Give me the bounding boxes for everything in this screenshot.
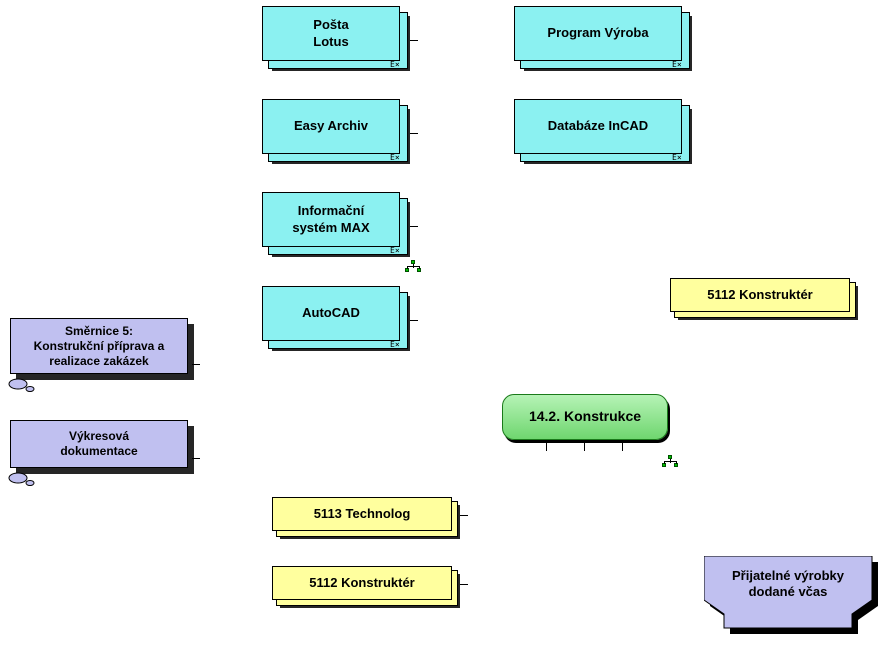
app-label: AutoCAD [262,286,400,341]
text: Výkresovádokumentace [60,429,137,459]
banner-prijatelne: Přijatelné výrobkydodané včas [704,556,880,634]
cluster-icon [405,260,423,274]
app-databaze-incad: Databáze InCAD E× [514,99,694,166]
ex-mark: E× [390,60,400,69]
doc-smernice5: Směrnice 5:Konstrukční příprava arealiza… [10,318,200,388]
text: PoštaLotus [313,17,348,50]
text: Program Výroba [547,25,648,41]
role-technolog: 5113 Technolog [272,497,464,543]
text: 5112 Konstruktér [309,575,415,591]
app-autocad: AutoCAD E× [262,286,412,353]
app-label: PoštaLotus [262,6,400,61]
text: AutoCAD [302,305,360,321]
doc-label: Výkresovádokumentace [10,420,188,468]
ex-mark: E× [672,60,682,69]
app-program-vyroba: Program Výroba E× [514,6,694,73]
text: Informačnísystém MAX [292,203,369,236]
app-label: Informačnísystém MAX [262,192,400,247]
ex-mark: E× [390,153,400,162]
banner-label: Přijatelné výrobkydodané včas [704,556,872,612]
app-posta-lotus: PoštaLotus E× [262,6,412,73]
ex-mark: E× [672,153,682,162]
role-konstrukter-right: 5112 Konstruktér [670,278,862,324]
role-konstrukter-bottom: 5112 Konstruktér [272,566,464,612]
app-label: Easy Archiv [262,99,400,154]
text: Přijatelné výrobkydodané včas [732,568,844,601]
text: 5112 Konstruktér [707,287,813,303]
text: Databáze InCAD [548,118,648,134]
process-label: 14.2. Konstrukce [529,408,641,426]
app-label: Databáze InCAD [514,99,682,154]
app-info-max: Informačnísystém MAX E× [262,192,412,259]
doc-label: Směrnice 5:Konstrukční příprava arealiza… [10,318,188,374]
doc-vykresova: Výkresovádokumentace [10,420,200,482]
diagram-canvas: { "diagram": { "type": "flowchart", "bac… [0,0,891,655]
process-konstrukce: 14.2. Konstrukce [502,394,668,440]
ex-mark: E× [390,246,400,255]
role-label: 5113 Technolog [272,497,452,531]
bubble-tail-icon [8,470,38,488]
app-label: Program Výroba [514,6,682,61]
bubble-tail-icon [8,376,38,394]
role-label: 5112 Konstruktér [670,278,850,312]
text: 5113 Technolog [314,506,411,522]
text: Směrnice 5:Konstrukční příprava arealiza… [34,324,165,369]
app-easy-archiv: Easy Archiv E× [262,99,412,166]
ex-mark: E× [390,340,400,349]
role-label: 5112 Konstruktér [272,566,452,600]
text: Easy Archiv [294,118,368,134]
cluster-icon [662,455,680,469]
